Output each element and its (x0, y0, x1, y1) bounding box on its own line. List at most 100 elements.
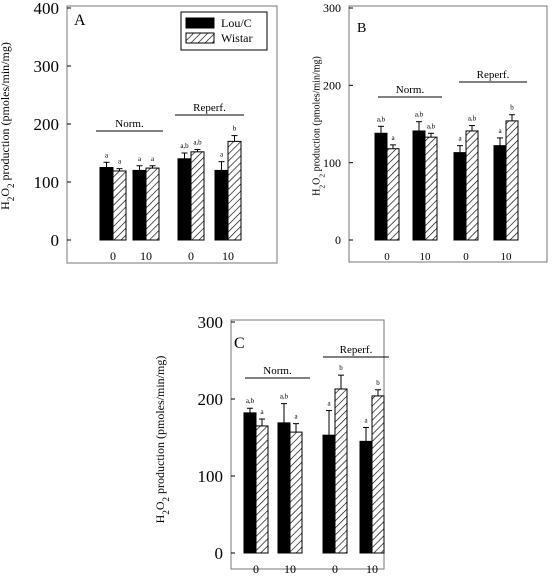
y-tick-label: 0 (51, 231, 60, 250)
significance-letter: a,b (468, 115, 477, 123)
bar-louc-3 (493, 145, 507, 241)
x-category-label: 0 (188, 249, 194, 263)
y-axis-label: H2O2 production (pmoles/min/mg) (312, 56, 327, 196)
group-label: Norm. (115, 118, 144, 130)
significance-letter: a (138, 155, 142, 163)
bar-louc-2 (322, 434, 336, 554)
x-category-label: 10 (366, 562, 378, 576)
y-tick-label: 200 (323, 79, 341, 93)
x-category-label: 0 (110, 249, 116, 263)
y-axis-label-part: H (312, 189, 323, 196)
bar-wistar-3 (505, 120, 519, 241)
significance-letter: a,b (427, 122, 436, 130)
y-tick-label: 0 (335, 233, 341, 247)
y-axis-label-part: 2 (161, 510, 171, 515)
y-tick-label: 300 (323, 1, 341, 15)
significance-letter: a (294, 413, 298, 421)
y-tick-label: 200 (34, 115, 60, 134)
x-category-label: 10 (501, 251, 513, 263)
bar-louc-0 (99, 167, 114, 241)
group-label: Reperf. (477, 69, 510, 81)
x-category-label: 10 (284, 562, 296, 576)
panel-label: C (234, 335, 245, 352)
bar-wistar-0 (112, 170, 127, 241)
y-axis-label-part: 2 (6, 197, 16, 202)
significance-letter: a,b (246, 397, 255, 405)
y-axis-label-part: production (pmoles/min/mg) (312, 56, 323, 174)
y-axis-label: H2O2 production (pmoles/min/mg) (0, 42, 16, 210)
bar-wistar-2 (334, 388, 348, 554)
x-category-label: 10 (420, 251, 432, 263)
bar-louc-0 (243, 412, 257, 554)
bar-louc-3 (359, 440, 373, 554)
y-axis-label-part: production (pmoles/min/mg) (0, 42, 12, 183)
significance-letter: a (498, 127, 502, 135)
bar-louc-1 (132, 169, 147, 241)
y-axis-label-part: 2 (6, 183, 16, 188)
significance-letter: a,b (377, 115, 386, 123)
bar-wistar-2 (190, 151, 205, 241)
legend-swatch (185, 32, 215, 44)
bar-louc-1 (412, 130, 426, 241)
y-tick-label: 100 (198, 467, 224, 486)
legend-swatch (185, 17, 215, 29)
bar-louc-1 (277, 422, 291, 554)
x-category-label: 0 (384, 251, 390, 263)
bar-wistar-2 (465, 130, 479, 241)
significance-letter: a,b (415, 111, 424, 119)
x-category-label: 0 (463, 251, 469, 263)
x-category-label: 10 (140, 249, 152, 263)
significance-letter: a (105, 151, 109, 159)
y-axis-label-part: O (153, 501, 167, 510)
panel-frame (348, 5, 548, 263)
y-tick-label: 300 (34, 57, 60, 76)
y-axis-label-part: O (0, 188, 12, 197)
bar-wistar-1 (289, 431, 303, 554)
group-label: Norm. (396, 84, 425, 96)
x-category-label: 10 (222, 249, 234, 263)
significance-letter: a,b (193, 139, 202, 147)
y-tick-label: 100 (34, 173, 60, 192)
significance-letter: a (220, 151, 224, 159)
bar-wistar-0 (386, 148, 400, 241)
group-label: Reperf. (340, 344, 373, 356)
bar-wistar-3 (227, 140, 242, 241)
significance-letter: a (260, 408, 264, 416)
significance-letter: a,b (280, 393, 289, 401)
significance-letter: a (364, 416, 368, 424)
significance-letter: a (118, 158, 122, 166)
panel-label: B (357, 21, 366, 36)
chart-panel-a: A0100200300400H2O2 production (pmoles/mi… (0, 0, 278, 264)
bar-wistar-1 (145, 167, 160, 241)
y-tick-label: 0 (215, 544, 224, 563)
group-label: Norm. (263, 365, 292, 377)
y-axis-label: H2O2 production (pmoles/min/mg) (153, 356, 171, 524)
significance-letter: b (339, 364, 343, 372)
significance-letter: a (458, 135, 462, 143)
significance-letter: a (327, 400, 331, 408)
y-tick-label: 200 (198, 390, 224, 409)
group-label: Reperf. (193, 102, 226, 114)
y-tick-label: 400 (34, 0, 60, 18)
legend-entry: Lou/C (221, 16, 252, 30)
y-axis-label-part: 2 (317, 174, 326, 178)
y-tick-label: 100 (323, 156, 341, 170)
bar-wistar-0 (255, 425, 269, 554)
x-category-label: 0 (253, 562, 259, 576)
bar-louc-2 (453, 152, 467, 241)
y-axis-label-part: production (pmoles/min/mg) (153, 356, 167, 497)
y-axis-label-part: 2 (317, 185, 326, 189)
bar-wistar-3 (371, 395, 385, 554)
y-axis-label-part: 2 (161, 497, 171, 502)
panel-frame (66, 5, 278, 264)
significance-letter: b (376, 379, 380, 387)
panel-label: A (74, 12, 86, 29)
x-category-label: 0 (332, 562, 338, 576)
significance-letter: a (391, 134, 395, 142)
significance-letter: b (510, 104, 514, 112)
significance-letter: a (151, 155, 155, 163)
